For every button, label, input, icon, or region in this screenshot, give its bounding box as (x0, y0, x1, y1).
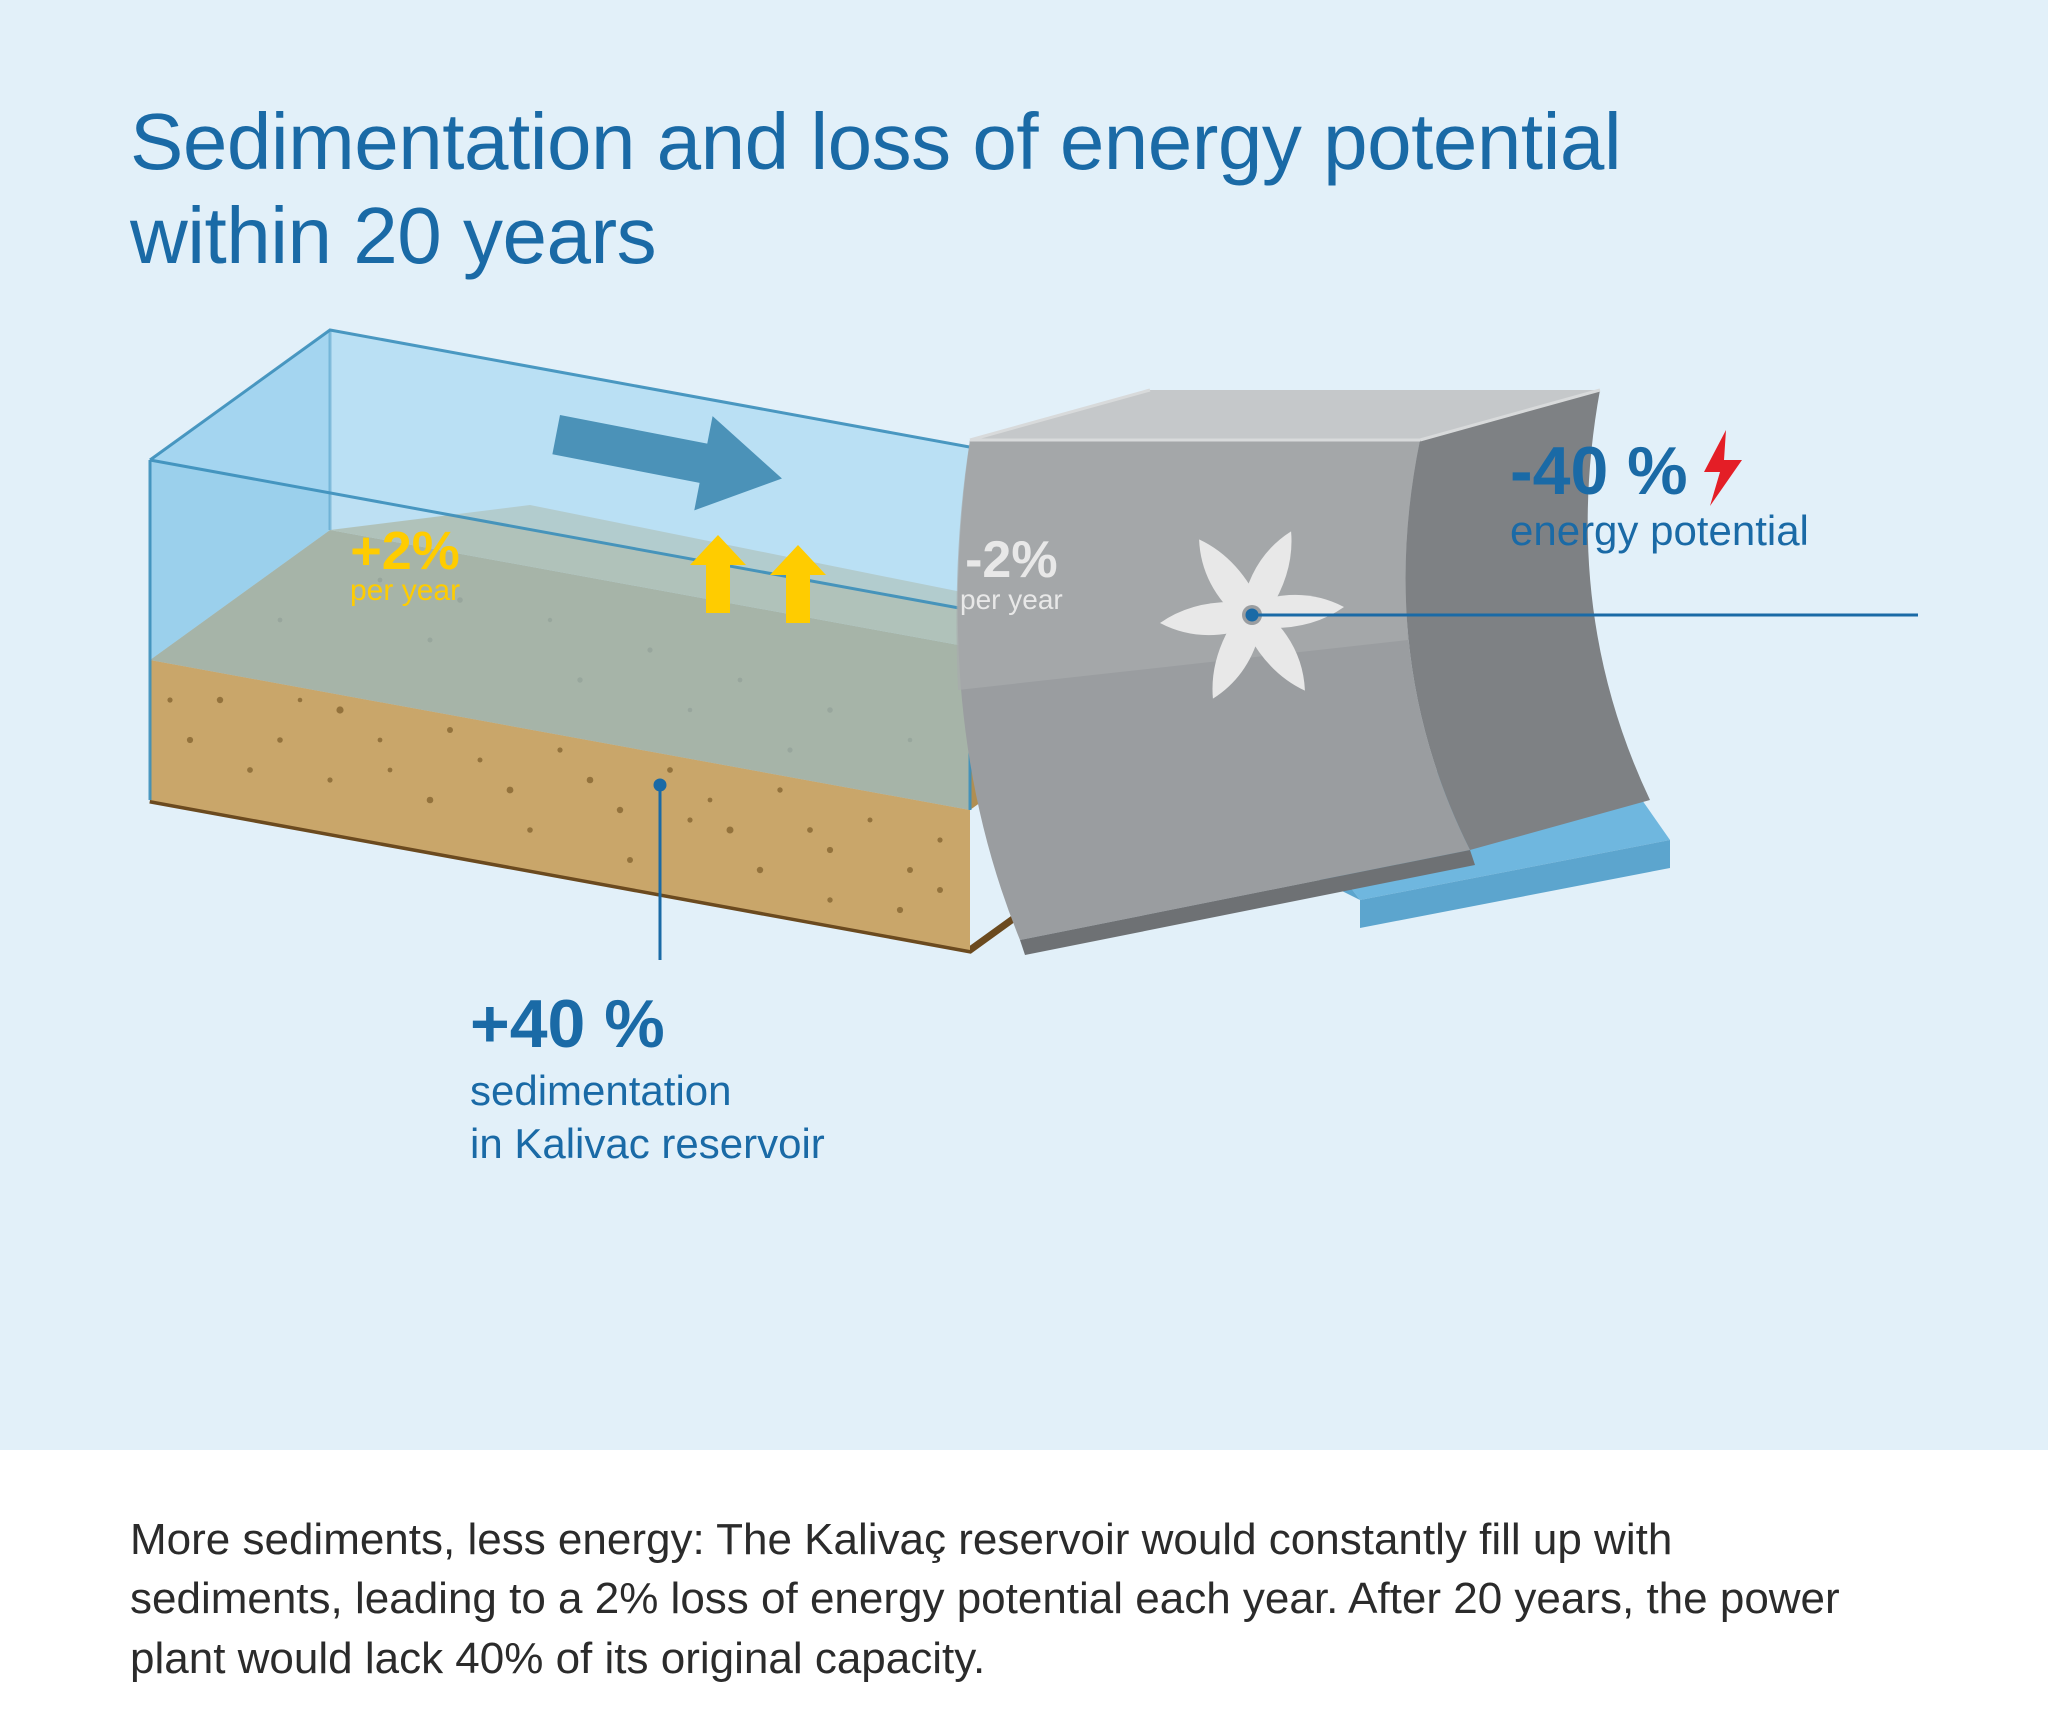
reservoir-label: +40 % sedimentation in Kalivac reservoir (470, 985, 825, 1170)
turbine-rate-unit: per year (960, 584, 1063, 616)
energy-sublabel: energy potential (1510, 507, 1809, 555)
energy-label: -40 % energy potential (1510, 430, 1809, 555)
lightning-bolt-icon (1700, 430, 1746, 511)
reservoir-sublabel-2: in Kalivac reservoir (470, 1120, 825, 1167)
sediment-rate-unit: per year (350, 574, 460, 608)
turbine-rate-label: -2% per year (960, 530, 1063, 616)
page-title: Sedimentation and loss of energy potenti… (130, 95, 1730, 284)
reservoir-value: +40 % (470, 985, 825, 1063)
caption-text: More sediments, less energy: The Kalivaç… (130, 1510, 1880, 1688)
sediment-rate-value: +2% (350, 520, 460, 582)
reservoir-sublabel-1: sedimentation (470, 1067, 732, 1114)
infographic-panel: Sedimentation and loss of energy potenti… (0, 0, 2048, 1450)
energy-value: -40 % (1510, 432, 1688, 510)
sediment-rate-label: +2% per year (350, 520, 460, 608)
turbine-rate-value: -2% (960, 530, 1063, 590)
